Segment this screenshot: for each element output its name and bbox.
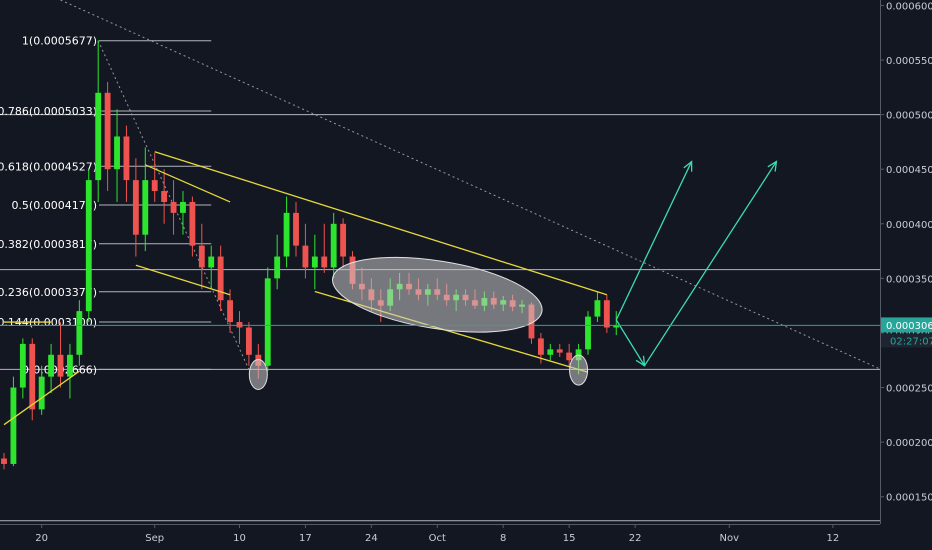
candle-body-15	[142, 180, 149, 235]
candle-body-26	[245, 327, 252, 355]
candle-body-34	[321, 256, 328, 268]
candle-body-32	[302, 245, 309, 268]
y-tick-label-9: 0.0006000	[886, 1, 932, 12]
candle-body-57	[537, 338, 544, 355]
countdown-label: 02:27:07	[890, 336, 932, 347]
candle-body-8	[76, 311, 83, 355]
candle-body-11	[104, 92, 111, 170]
candle-body-19	[180, 201, 186, 213]
candle-body-33	[311, 256, 318, 268]
candle-body-9	[85, 180, 92, 312]
candle-body-3	[29, 343, 36, 410]
candle-body-64	[603, 300, 610, 328]
candle-body-0	[1, 458, 7, 464]
candle-body-14	[132, 180, 139, 235]
candle-body-2	[19, 343, 26, 388]
candle-body-25	[236, 322, 243, 328]
candle-body-23	[217, 256, 224, 301]
candle-body-1	[10, 387, 17, 464]
x-tick-label-4: 24	[365, 533, 378, 544]
countdown-bg	[881, 333, 932, 348]
channel-upper-line	[154, 151, 608, 296]
early-channel-upper-line	[145, 164, 231, 203]
fib-level-label-2: 0.618(0.0004527)	[0, 160, 97, 173]
arrow-up-1-shaft	[615, 161, 693, 321]
candle-body-62	[585, 316, 591, 350]
x-tick-label-7: 15	[563, 533, 576, 544]
low-circle-2	[569, 354, 589, 386]
low-circle-1	[248, 358, 268, 390]
candle-body-63	[594, 300, 601, 317]
arrow-up-1-head	[683, 160, 693, 172]
candles	[1, 40, 620, 470]
x-tick-label-0: 20	[35, 533, 48, 544]
time-axis: 20 Sep 10 17 24 Oct 8 15 22 Nov 12	[35, 524, 839, 544]
fib-level-label-1: 0.786(0.0005033)	[0, 105, 97, 118]
candle-body-28	[264, 278, 271, 366]
candle-body-4	[38, 376, 45, 410]
annotations	[3, 151, 608, 426]
x-tick-label-10: 12	[827, 533, 840, 544]
x-tick-label-3: 17	[299, 533, 312, 544]
candle-body-35	[330, 223, 337, 268]
candle-body-65	[613, 325, 620, 328]
candle-body-30	[283, 212, 290, 257]
x-tick-label-5: Oct	[429, 533, 446, 544]
candle-body-24	[227, 300, 233, 323]
candle-body-36	[340, 223, 347, 257]
fib-level-label-4: 0.382(0.0003817)	[0, 238, 97, 251]
projection-arrows	[615, 160, 778, 367]
fib-level-label-3: 0.5(0.0004172)	[11, 199, 97, 212]
candle-body-29	[274, 256, 281, 279]
last-price-tag-label: 0.0003069	[886, 321, 932, 332]
candle-body-21	[198, 245, 205, 268]
x-tick-label-9: Nov	[720, 533, 740, 544]
candle-body-20	[189, 201, 196, 246]
candle-body-60	[566, 352, 573, 361]
x-tick-label-2: 10	[233, 533, 246, 544]
candle-body-6	[57, 354, 64, 377]
candle-body-17	[161, 191, 168, 202]
arrow-up-2-shaft	[643, 161, 777, 367]
x-tick-label-8: 22	[629, 533, 642, 544]
candle-body-16	[151, 180, 158, 192]
x-tick-label-1: Sep	[145, 533, 164, 544]
x-tick-label-6: 8	[500, 533, 506, 544]
candle-body-12	[114, 136, 120, 170]
candle-body-5	[48, 354, 55, 377]
arrow-down-shaft	[615, 319, 646, 367]
candle-body-31	[293, 212, 299, 246]
candle-body-58	[547, 349, 554, 355]
candle-body-7	[67, 354, 73, 377]
consolidation-ellipse	[331, 256, 543, 333]
left-support-line	[3, 370, 80, 426]
candle-body-22	[208, 256, 215, 268]
candle-body-59	[556, 349, 563, 353]
candle-body-18	[170, 201, 177, 213]
last-price-tag-bg	[881, 317, 932, 333]
last-price-tag: 0.0003069 02:27:07	[0, 317, 932, 348]
candle-body-13	[123, 136, 130, 181]
fib-level-label-0: 1(0.0005677)	[22, 35, 97, 48]
fib-level-label-5: 0.236(0.0003377)	[0, 286, 97, 299]
early-channel-lower-line	[135, 264, 231, 296]
arrow-up-2-head	[767, 160, 778, 172]
candle-body-10	[95, 92, 102, 181]
